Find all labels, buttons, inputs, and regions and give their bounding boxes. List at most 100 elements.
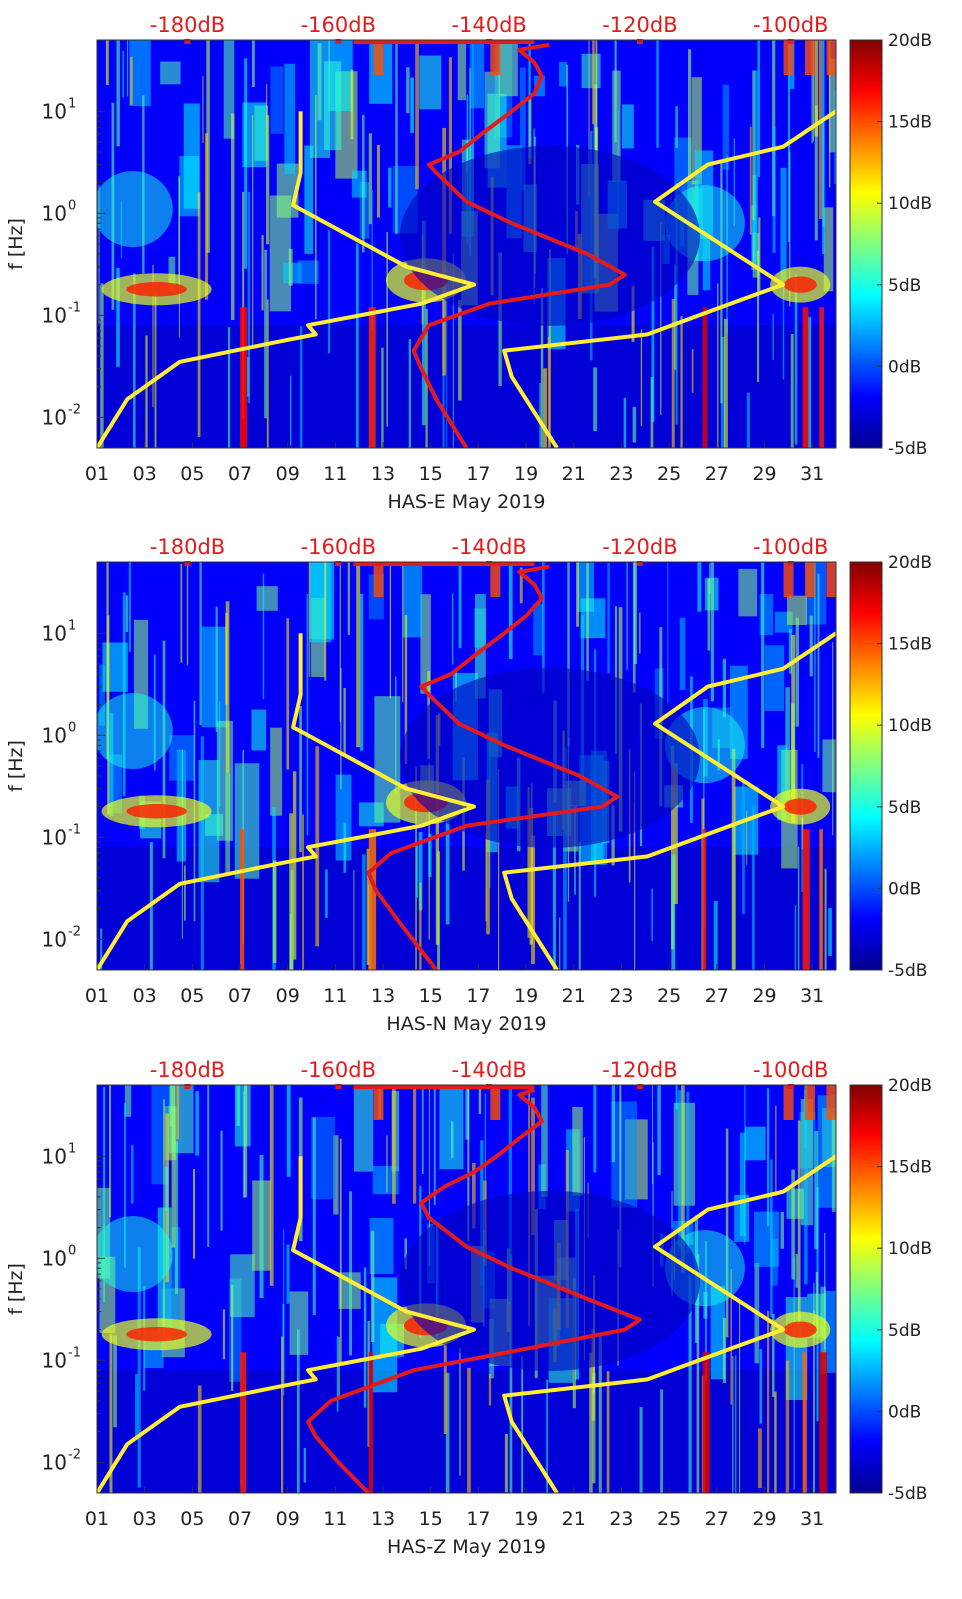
spectrogram-streak: [521, 1356, 524, 1493]
spectrogram-streak: [656, 40, 659, 148]
spectrogram-streak: [687, 49, 692, 180]
spectrogram-streak: [433, 1085, 436, 1206]
spectrogram-tip: [490, 1085, 501, 1120]
spectrogram-streak: [710, 562, 714, 702]
spectrogram-streak: [593, 367, 598, 432]
spectrogram-streak: [171, 1085, 176, 1248]
spectrogram-streak: [651, 888, 653, 942]
y-tick-label: 10: [42, 99, 67, 123]
spectrogram-streak: [488, 1374, 492, 1406]
spectrogram-patch: [679, 617, 686, 690]
spectrogram-streak: [680, 316, 683, 448]
spectrogram-streak: [353, 869, 355, 970]
spectrogram-streak: [266, 84, 268, 118]
spectrogram-streak: [446, 266, 448, 448]
y-tick-exponent: -2: [68, 402, 81, 417]
spectrogram-streak: [170, 1085, 173, 1128]
spectrogram-streak: [458, 565, 462, 649]
spectrogram-streak: [543, 368, 547, 448]
spectrogram-event: [802, 1352, 807, 1493]
spectrogram-patch: [831, 1112, 836, 1212]
spectrogram-streak: [206, 40, 210, 253]
spectrogram-streak: [528, 40, 531, 158]
spectrogram-streak: [296, 1329, 300, 1493]
spectrogram-streak: [772, 1314, 775, 1398]
x-tick-label: 23: [609, 985, 633, 1007]
spectrogram-streak: [355, 243, 359, 448]
spectrogram-streak: [731, 748, 736, 970]
colorbar-tick-label: 20dB: [888, 31, 932, 51]
spectrogram-streak: [183, 865, 186, 921]
spectrogram-streak: [832, 641, 834, 836]
y-tick-exponent: -1: [68, 300, 81, 315]
spectrogram-streak: [746, 811, 748, 865]
overlay-lines: [97, 40, 836, 448]
spectrogram-streak: [458, 300, 462, 401]
spectrogram-patch: [739, 1132, 746, 1237]
spectrogram-tip: [373, 1085, 384, 1120]
y-tick-label: 10: [42, 1450, 67, 1474]
colorbar-tick-label: 0dB: [888, 879, 921, 899]
spectrogram-streak: [808, 316, 812, 448]
spectrogram-streak: [200, 736, 204, 970]
spectrogram-streak: [542, 562, 545, 693]
y-tick-exponent: -2: [68, 1447, 81, 1462]
x-tick-label: 11: [323, 463, 347, 485]
spectrogram-streak: [559, 917, 561, 970]
top-axis-tick: [335, 561, 342, 566]
spectrogram-glow: [97, 1216, 173, 1293]
x-tick-label: 23: [609, 463, 633, 485]
spectrogram-event: [802, 307, 809, 448]
spectrogram-streak: [349, 1191, 352, 1356]
spectrogram-streak: [828, 908, 832, 956]
spectrogram-streak: [98, 185, 100, 324]
x-axis-label: HAS-N May 2019: [386, 1013, 546, 1035]
spectrogram-patch: [234, 763, 260, 879]
top-axis-label: -100dB: [753, 535, 828, 559]
spectrogram-patch: [351, 170, 367, 198]
x-tick-label: 15: [419, 985, 443, 1007]
x-tick-label: 23: [609, 1508, 633, 1530]
spectrogram-quiet: [399, 145, 700, 326]
spectrogram-streak: [472, 40, 474, 200]
spectrogram-streak: [317, 43, 322, 121]
y-tick-exponent: 0: [68, 1243, 76, 1258]
spectrogram-streak: [774, 1391, 777, 1493]
spectrogram-streak: [757, 40, 761, 178]
spectrogram-streak: [709, 563, 711, 594]
top-axis-label: -160dB: [301, 535, 376, 559]
spectrogram-event: [240, 829, 245, 970]
spectrogram-streak: [125, 595, 129, 633]
spectrogram-streak: [724, 318, 728, 448]
x-tick-label: 31: [800, 985, 824, 1007]
spectrogram-streak: [386, 1135, 388, 1193]
spectrogram-streak: [259, 1154, 264, 1299]
spectrogram-streak: [508, 562, 513, 659]
spectrogram-streak: [339, 562, 341, 723]
spectrogram-streak: [180, 563, 183, 663]
x-tick-label: 25: [657, 463, 681, 485]
x-axis-label: HAS-E May 2019: [388, 491, 546, 513]
spectrogram-streak: [794, 905, 797, 970]
spectrogram-streak: [448, 57, 452, 234]
spectrogram-tip: [783, 562, 794, 597]
noise-model-yellow-line: [502, 109, 836, 448]
spectrogram-streak: [186, 562, 189, 665]
top-axis-tick: [184, 561, 191, 566]
spectrogram-streak: [632, 562, 636, 693]
spectrogram-streak: [415, 40, 419, 190]
spectrogram-streak: [795, 617, 799, 727]
spectrogram-event: [802, 829, 810, 970]
spectrogram-streak: [288, 248, 293, 286]
colorbar-tick-label: -5dB: [888, 439, 927, 459]
spectrogram-streak: [202, 76, 204, 144]
x-tick-label: 21: [562, 463, 586, 485]
spectrogram-patch: [297, 260, 319, 284]
spectrogram-streak: [552, 814, 556, 970]
spectrogram-streak: [359, 593, 364, 751]
y-tick-label: 10: [42, 723, 67, 747]
spectrogram-streak: [797, 1120, 801, 1338]
spectrogram-streak: [131, 1144, 134, 1204]
